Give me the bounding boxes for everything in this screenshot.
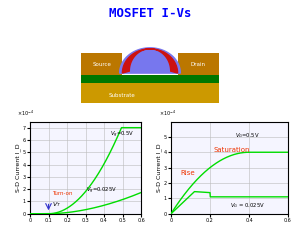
Text: $V_G$ = 0.025V: $V_G$ = 0.025V [230,201,264,210]
Polygon shape [120,48,180,73]
Text: Turn-on: Turn-on [52,191,73,196]
Text: Saturation: Saturation [214,147,250,153]
Text: $V_g$=0.5V: $V_g$=0.5V [110,130,134,140]
Text: $\times10^{-4}$: $\times10^{-4}$ [17,108,34,118]
Text: Rise: Rise [181,170,195,176]
Y-axis label: S-D Current I_D: S-D Current I_D [16,143,21,192]
FancyBboxPatch shape [81,53,122,75]
FancyBboxPatch shape [178,53,219,75]
FancyBboxPatch shape [81,75,219,83]
Text: $\times10^{-4}$: $\times10^{-4}$ [159,108,176,118]
Polygon shape [122,49,178,73]
Text: $V_g$=0.025V: $V_g$=0.025V [85,185,116,196]
Text: Gate: Gate [143,42,157,47]
Text: Drain: Drain [191,61,206,67]
Text: $V_T$: $V_T$ [52,200,62,209]
Text: MOSFET I-Vs: MOSFET I-Vs [109,7,191,20]
FancyBboxPatch shape [81,83,219,104]
Text: Substrate: Substrate [109,93,135,98]
Text: $V_G$=0.5V: $V_G$=0.5V [236,131,260,140]
Y-axis label: S-D Current I_D: S-D Current I_D [157,143,162,192]
Text: Source: Source [92,61,111,67]
